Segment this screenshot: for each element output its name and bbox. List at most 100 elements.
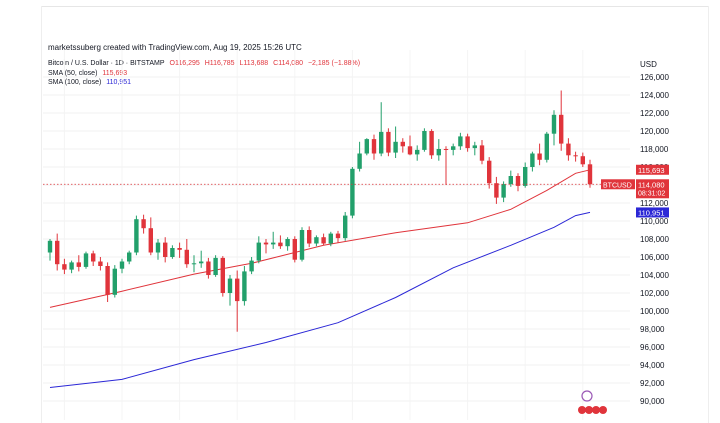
candle: [350, 167, 355, 219]
candle: [436, 139, 441, 161]
candle: [105, 262, 110, 302]
sma100-price-tag: [636, 207, 669, 218]
candle-body: [451, 146, 456, 150]
candle-body: [566, 143, 571, 156]
candle: [587, 159, 593, 188]
candle: [429, 129, 434, 159]
candle-body: [415, 149, 420, 155]
candle: [479, 140, 485, 165]
symbol-legend: Bitcoin / U.S. Dollar · 1D · BITSTAMP O1…: [48, 59, 363, 68]
candle-body: [199, 261, 204, 264]
candle-body: [379, 131, 384, 154]
candle: [335, 230, 341, 243]
candle: [235, 270, 240, 332]
y-tick-label: 90,000: [640, 397, 665, 406]
candle: [487, 157, 492, 189]
candle-body: [76, 262, 81, 267]
candle: [465, 133, 470, 152]
candle-body: [148, 228, 153, 253]
candle-body: [191, 263, 197, 265]
candle: [299, 227, 305, 262]
y-tick-label: 122,000: [640, 109, 669, 118]
candle: [141, 214, 146, 234]
open-value: O116,295: [169, 60, 200, 67]
candle: [458, 132, 463, 150]
candle-body: [357, 153, 362, 169]
candle-body: [112, 268, 117, 295]
candle: [76, 255, 81, 272]
candle: [559, 90, 564, 151]
close-value: C114,080: [273, 60, 303, 67]
candle: [278, 235, 283, 249]
candle: [551, 110, 557, 146]
candle: [508, 170, 513, 187]
sma100-label: SMA (100, close): [48, 79, 102, 86]
candle: [544, 131, 549, 163]
y-tick-label: 104,000: [640, 271, 669, 280]
candle: [155, 239, 161, 260]
candle: [83, 251, 89, 269]
symbol-tag-label: BTCUSD: [603, 182, 632, 189]
sma100-legend: SMA (100, close) 110,951: [48, 78, 134, 87]
candle-body: [292, 239, 297, 260]
candle: [494, 176, 499, 204]
tradingview-credit: marketssuberg created with TradingView.c…: [48, 43, 302, 52]
y-tick-label: 96,000: [640, 343, 665, 352]
candle-body: [443, 149, 449, 150]
symbol-name: Bitcoin / U.S. Dollar · 1D · BITSTAMP: [48, 60, 165, 67]
candle-body: [479, 145, 485, 161]
y-tick-label: 102,000: [640, 289, 669, 298]
bar-countdown: 08:31:02: [638, 190, 665, 197]
currency-label: USD: [640, 60, 657, 69]
price-axis: USD 90,000 92,000 94,000 96,000 98,000 100,00…: [640, 60, 669, 406]
y-tick-label: 108,000: [640, 235, 669, 244]
y-tick-label: 100,000: [640, 307, 669, 316]
y-tick-label: 106,000: [640, 253, 669, 262]
candle: [407, 135, 413, 156]
candle-body: [47, 240, 53, 253]
candle: [371, 134, 377, 160]
candle-body: [98, 261, 103, 266]
candle: [566, 138, 571, 161]
candle-body: [386, 131, 391, 153]
candle-body: [328, 233, 333, 244]
candle: [242, 266, 247, 306]
candle: [98, 257, 103, 271]
y-tick-label: 112,000: [640, 199, 669, 208]
y-tick-label: 124,000: [640, 91, 669, 100]
sma50-price-tag: [636, 164, 669, 175]
candle: [127, 250, 132, 265]
candle: [443, 146, 449, 185]
candle-body: [350, 168, 355, 216]
candle: [177, 242, 182, 258]
candle-body: [573, 155, 578, 157]
candle: [580, 152, 585, 167]
candle: [213, 255, 218, 277]
candle-body: [307, 230, 312, 244]
y-tick-label: 126,000: [640, 73, 669, 82]
candle: [422, 128, 427, 152]
candle-body: [393, 141, 398, 153]
candle-body: [407, 146, 413, 155]
candle-body: [580, 156, 585, 165]
chart-frame-left: [41, 6, 42, 423]
candle: [307, 226, 312, 248]
y-tick-label: 98,000: [640, 325, 665, 334]
candle: [451, 143, 456, 156]
candle: [523, 162, 528, 188]
candle: [501, 181, 506, 203]
candle-body: [487, 160, 492, 184]
candle-body: [83, 253, 89, 267]
candle: [263, 239, 269, 254]
sma100-line: [49, 211, 591, 388]
candle-body: [177, 248, 182, 250]
candle: [119, 258, 125, 274]
candle-body: [170, 248, 175, 257]
candle-body: [105, 266, 110, 295]
candle-body: [220, 257, 225, 293]
candle: [206, 257, 211, 279]
candle: [314, 235, 319, 247]
candle: [227, 275, 233, 306]
candle-body: [134, 219, 139, 253]
candle-body: [465, 136, 470, 149]
